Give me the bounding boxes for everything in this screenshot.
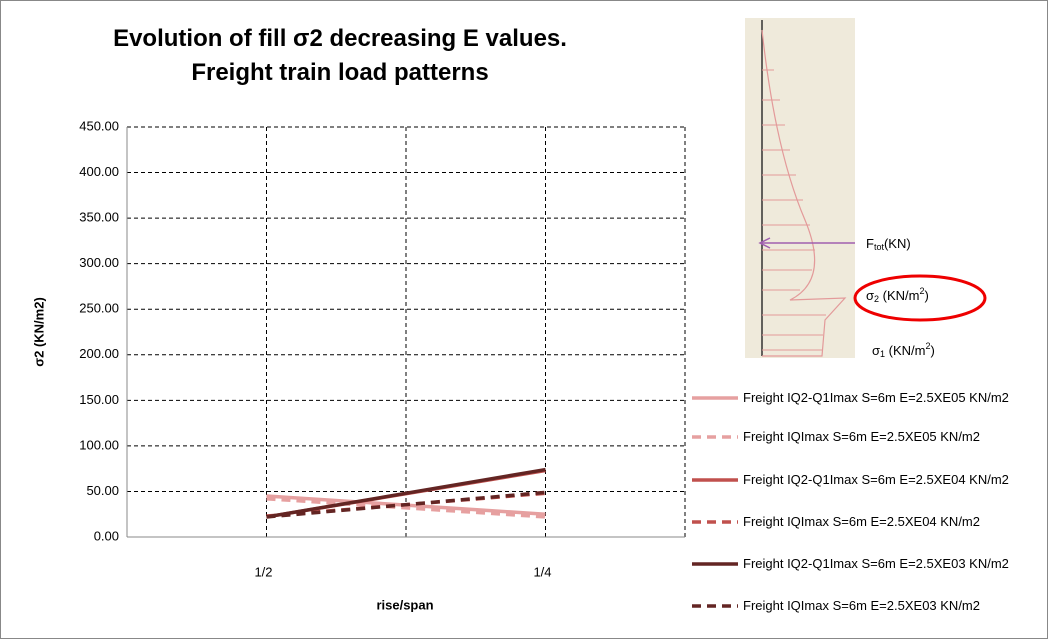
inset-hatching bbox=[762, 69, 826, 351]
highlight-ellipse bbox=[853, 274, 987, 322]
inset-label-part: (KN/m bbox=[885, 343, 925, 358]
inset-label: σ2 (KN/m2) bbox=[866, 286, 929, 304]
inset-label-part: 1 bbox=[880, 349, 885, 359]
legend-entry: Freight IQImax S=6m E=2.5XE05 KN/m2 bbox=[743, 429, 980, 444]
y-axis-label: σ2 (KN/m2) bbox=[31, 297, 46, 367]
y-tick-label: 250.00 bbox=[79, 301, 119, 316]
inset-label-part: 2 bbox=[874, 294, 879, 304]
inset-label: Ftot(KN) bbox=[866, 236, 911, 252]
inset-label-part: (KN) bbox=[884, 236, 911, 251]
x-tick-label: 1/2 bbox=[254, 564, 272, 579]
legend-entry: Freight IQ2-Q1Imax S=6m E=2.5XE03 KN/m2 bbox=[743, 556, 1009, 571]
inset-label-part: 2 bbox=[926, 341, 931, 351]
y-tick-label: 150.00 bbox=[79, 392, 119, 407]
inset-label-part: (KN/m bbox=[879, 288, 919, 303]
series-line bbox=[266, 490, 546, 519]
x-tick-label: 1/4 bbox=[533, 564, 551, 579]
x-axis-label: rise/span bbox=[376, 597, 433, 612]
y-tick-label: 100.00 bbox=[79, 437, 119, 452]
legend-entry: Freight IQImax S=6m E=2.5XE04 KN/m2 bbox=[743, 514, 980, 529]
y-tick-label: 400.00 bbox=[79, 164, 119, 179]
inset-label-part: σ bbox=[872, 343, 880, 358]
inset-label-part: F bbox=[866, 236, 874, 251]
inset-arrowhead bbox=[758, 237, 771, 249]
inset-background bbox=[745, 18, 855, 358]
legend-entry: Freight IQ2-Q1Imax S=6m E=2.5XE05 KN/m2 bbox=[743, 390, 1009, 405]
y-tick-label: 200.00 bbox=[79, 346, 119, 361]
legend-entry: Freight IQ2-Q1Imax S=6m E=2.5XE04 KN/m2 bbox=[743, 472, 1009, 487]
inset-diagram bbox=[745, 18, 987, 358]
inset-label-part: 2 bbox=[920, 286, 925, 296]
series-line bbox=[266, 467, 546, 519]
inset-label-part: σ bbox=[866, 288, 874, 303]
inset-label-part: tot bbox=[874, 242, 885, 252]
y-tick-label: 0.00 bbox=[94, 528, 119, 543]
y-tick-label: 450.00 bbox=[79, 118, 119, 133]
y-tick-label: 350.00 bbox=[79, 210, 119, 225]
chart-title: Evolution of fill σ2 decreasing E values… bbox=[113, 25, 567, 86]
y-tick-label: 50.00 bbox=[86, 483, 119, 498]
series-line bbox=[266, 496, 546, 519]
inset-label-part: ) bbox=[931, 343, 935, 358]
legend-entry: Freight IQImax S=6m E=2.5XE03 KN/m2 bbox=[743, 598, 980, 613]
inset-label: σ1 (KN/m2) bbox=[872, 341, 935, 359]
y-tick-label: 300.00 bbox=[79, 255, 119, 270]
inset-label-part: ) bbox=[925, 288, 929, 303]
